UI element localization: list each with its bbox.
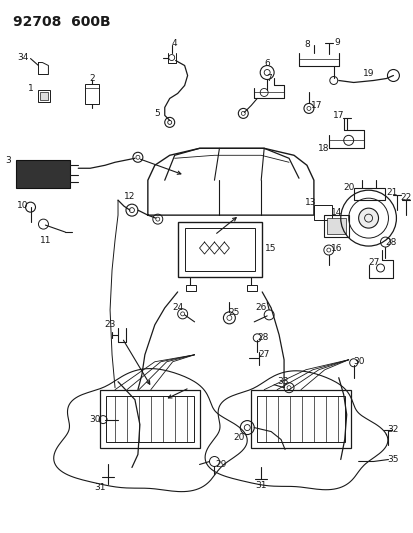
Text: 19: 19: [362, 69, 373, 78]
Text: 15: 15: [265, 244, 276, 253]
Text: 20: 20: [233, 433, 244, 442]
Text: 14: 14: [330, 208, 342, 216]
Text: 31: 31: [255, 481, 266, 490]
Text: 34: 34: [17, 53, 28, 62]
Text: 25: 25: [228, 309, 240, 317]
Text: 4: 4: [171, 39, 177, 48]
Bar: [85, 84, 99, 104]
Bar: [16, 160, 70, 188]
Bar: [40, 92, 48, 100]
Text: 28: 28: [385, 238, 396, 247]
Text: 27: 27: [258, 350, 269, 359]
Bar: [185, 285, 195, 291]
Text: 24: 24: [172, 303, 183, 312]
Text: 6: 6: [263, 59, 269, 68]
Text: 31: 31: [94, 483, 106, 492]
Text: 26: 26: [255, 303, 266, 312]
Bar: [38, 91, 50, 102]
Bar: [100, 390, 199, 448]
Text: 18: 18: [317, 144, 329, 153]
Bar: [184, 228, 255, 271]
Text: 28: 28: [257, 333, 268, 342]
Text: 22: 22: [400, 193, 411, 201]
Text: 17: 17: [332, 111, 344, 120]
Bar: [323, 215, 348, 237]
Text: 23: 23: [104, 320, 116, 329]
Text: 7: 7: [266, 74, 271, 83]
Bar: [251, 390, 350, 448]
Bar: [177, 222, 261, 277]
Text: 12: 12: [124, 192, 135, 201]
Bar: [256, 395, 344, 441]
Circle shape: [358, 208, 377, 228]
Text: 5: 5: [154, 109, 159, 118]
Text: 29: 29: [215, 460, 227, 469]
Text: 92708  600B: 92708 600B: [12, 15, 110, 29]
Text: 35: 35: [387, 455, 398, 464]
Bar: [247, 285, 256, 291]
Bar: [326, 218, 345, 234]
Text: 32: 32: [387, 425, 398, 434]
Text: 13: 13: [304, 198, 316, 207]
Text: 30: 30: [352, 357, 363, 366]
Text: 17: 17: [311, 101, 322, 110]
Bar: [313, 205, 331, 220]
Text: 16: 16: [330, 244, 342, 253]
Bar: [106, 395, 193, 441]
Text: 1: 1: [28, 84, 33, 93]
Text: 10: 10: [17, 200, 28, 209]
Text: 20: 20: [342, 183, 354, 192]
Text: 8: 8: [303, 40, 309, 49]
Text: 2: 2: [89, 74, 95, 83]
Text: 21: 21: [386, 188, 397, 197]
Text: 11: 11: [40, 236, 51, 245]
Text: 27: 27: [367, 257, 378, 266]
Text: 30: 30: [89, 415, 101, 424]
Bar: [353, 188, 385, 200]
Text: 33: 33: [277, 377, 288, 386]
Text: 9: 9: [333, 38, 339, 47]
Text: 3: 3: [5, 156, 11, 165]
